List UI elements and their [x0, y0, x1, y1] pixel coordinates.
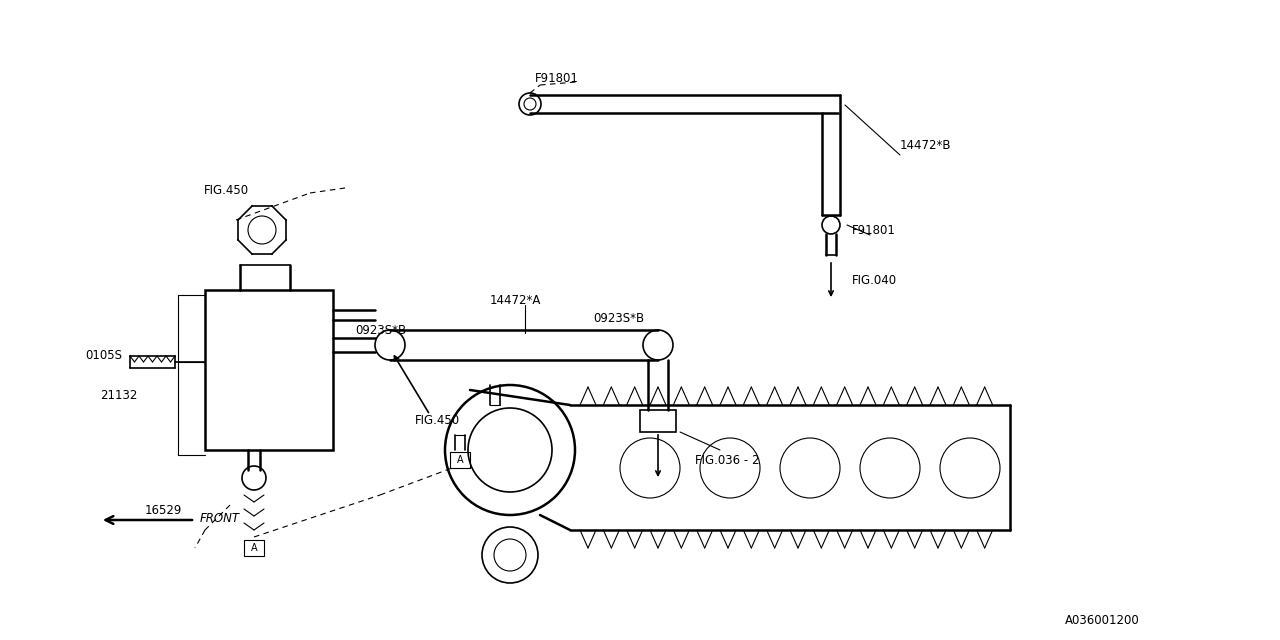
Text: 16529: 16529 — [145, 504, 182, 516]
Text: FIG.450: FIG.450 — [415, 413, 460, 426]
Text: 0923S*B: 0923S*B — [355, 323, 406, 337]
Text: FIG.040: FIG.040 — [852, 273, 897, 287]
Text: 0105S: 0105S — [84, 349, 122, 362]
Text: F91801: F91801 — [535, 72, 579, 84]
Text: F91801: F91801 — [852, 223, 896, 237]
Bar — [451, 452, 470, 468]
Text: A: A — [251, 543, 257, 553]
Text: FIG.450: FIG.450 — [204, 184, 250, 196]
Text: 14472*B: 14472*B — [900, 138, 951, 152]
Text: FIG.036 - 2: FIG.036 - 2 — [695, 454, 759, 467]
Text: A: A — [457, 455, 463, 465]
Text: A036001200: A036001200 — [1065, 614, 1139, 627]
Bar — [640, 410, 676, 432]
Text: 0923S*B: 0923S*B — [593, 312, 644, 324]
Text: FRONT: FRONT — [200, 511, 241, 525]
Bar — [205, 290, 333, 450]
Bar — [244, 540, 264, 556]
Text: 21132: 21132 — [100, 388, 137, 401]
Text: 14472*A: 14472*A — [490, 294, 541, 307]
